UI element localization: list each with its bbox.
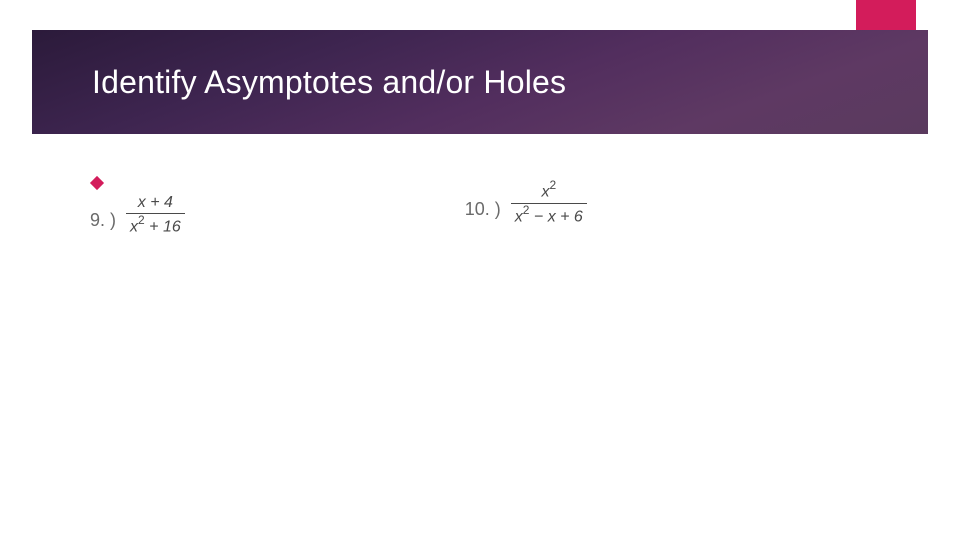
problem-label: 10. ) [465, 199, 501, 226]
diamond-bullet-icon [90, 176, 104, 190]
problems-row: 9. ) x + 4 x2 + 16 10. ) x2 x2 − x + [90, 180, 850, 237]
fraction-10: x2 x2 − x + 6 [511, 180, 587, 226]
denominator: x2 + 16 [126, 213, 185, 237]
numerator: x2 [537, 180, 560, 203]
problem-9-group: 9. ) x + 4 x2 + 16 [90, 180, 185, 237]
denominator: x2 − x + 6 [511, 203, 587, 227]
slide-content: 9. ) x + 4 x2 + 16 10. ) x2 x2 − x + [90, 180, 850, 237]
numerator: x + 4 [134, 194, 177, 213]
page-title: Identify Asymptotes and/or Holes [32, 64, 566, 101]
fraction-9: x + 4 x2 + 16 [126, 194, 185, 237]
problem-9: 9. ) x + 4 x2 + 16 [90, 194, 185, 237]
problem-label: 9. ) [90, 210, 116, 237]
problem-10: 10. ) x2 x2 − x + 6 [465, 180, 587, 226]
slide-header: Identify Asymptotes and/or Holes [32, 30, 928, 134]
